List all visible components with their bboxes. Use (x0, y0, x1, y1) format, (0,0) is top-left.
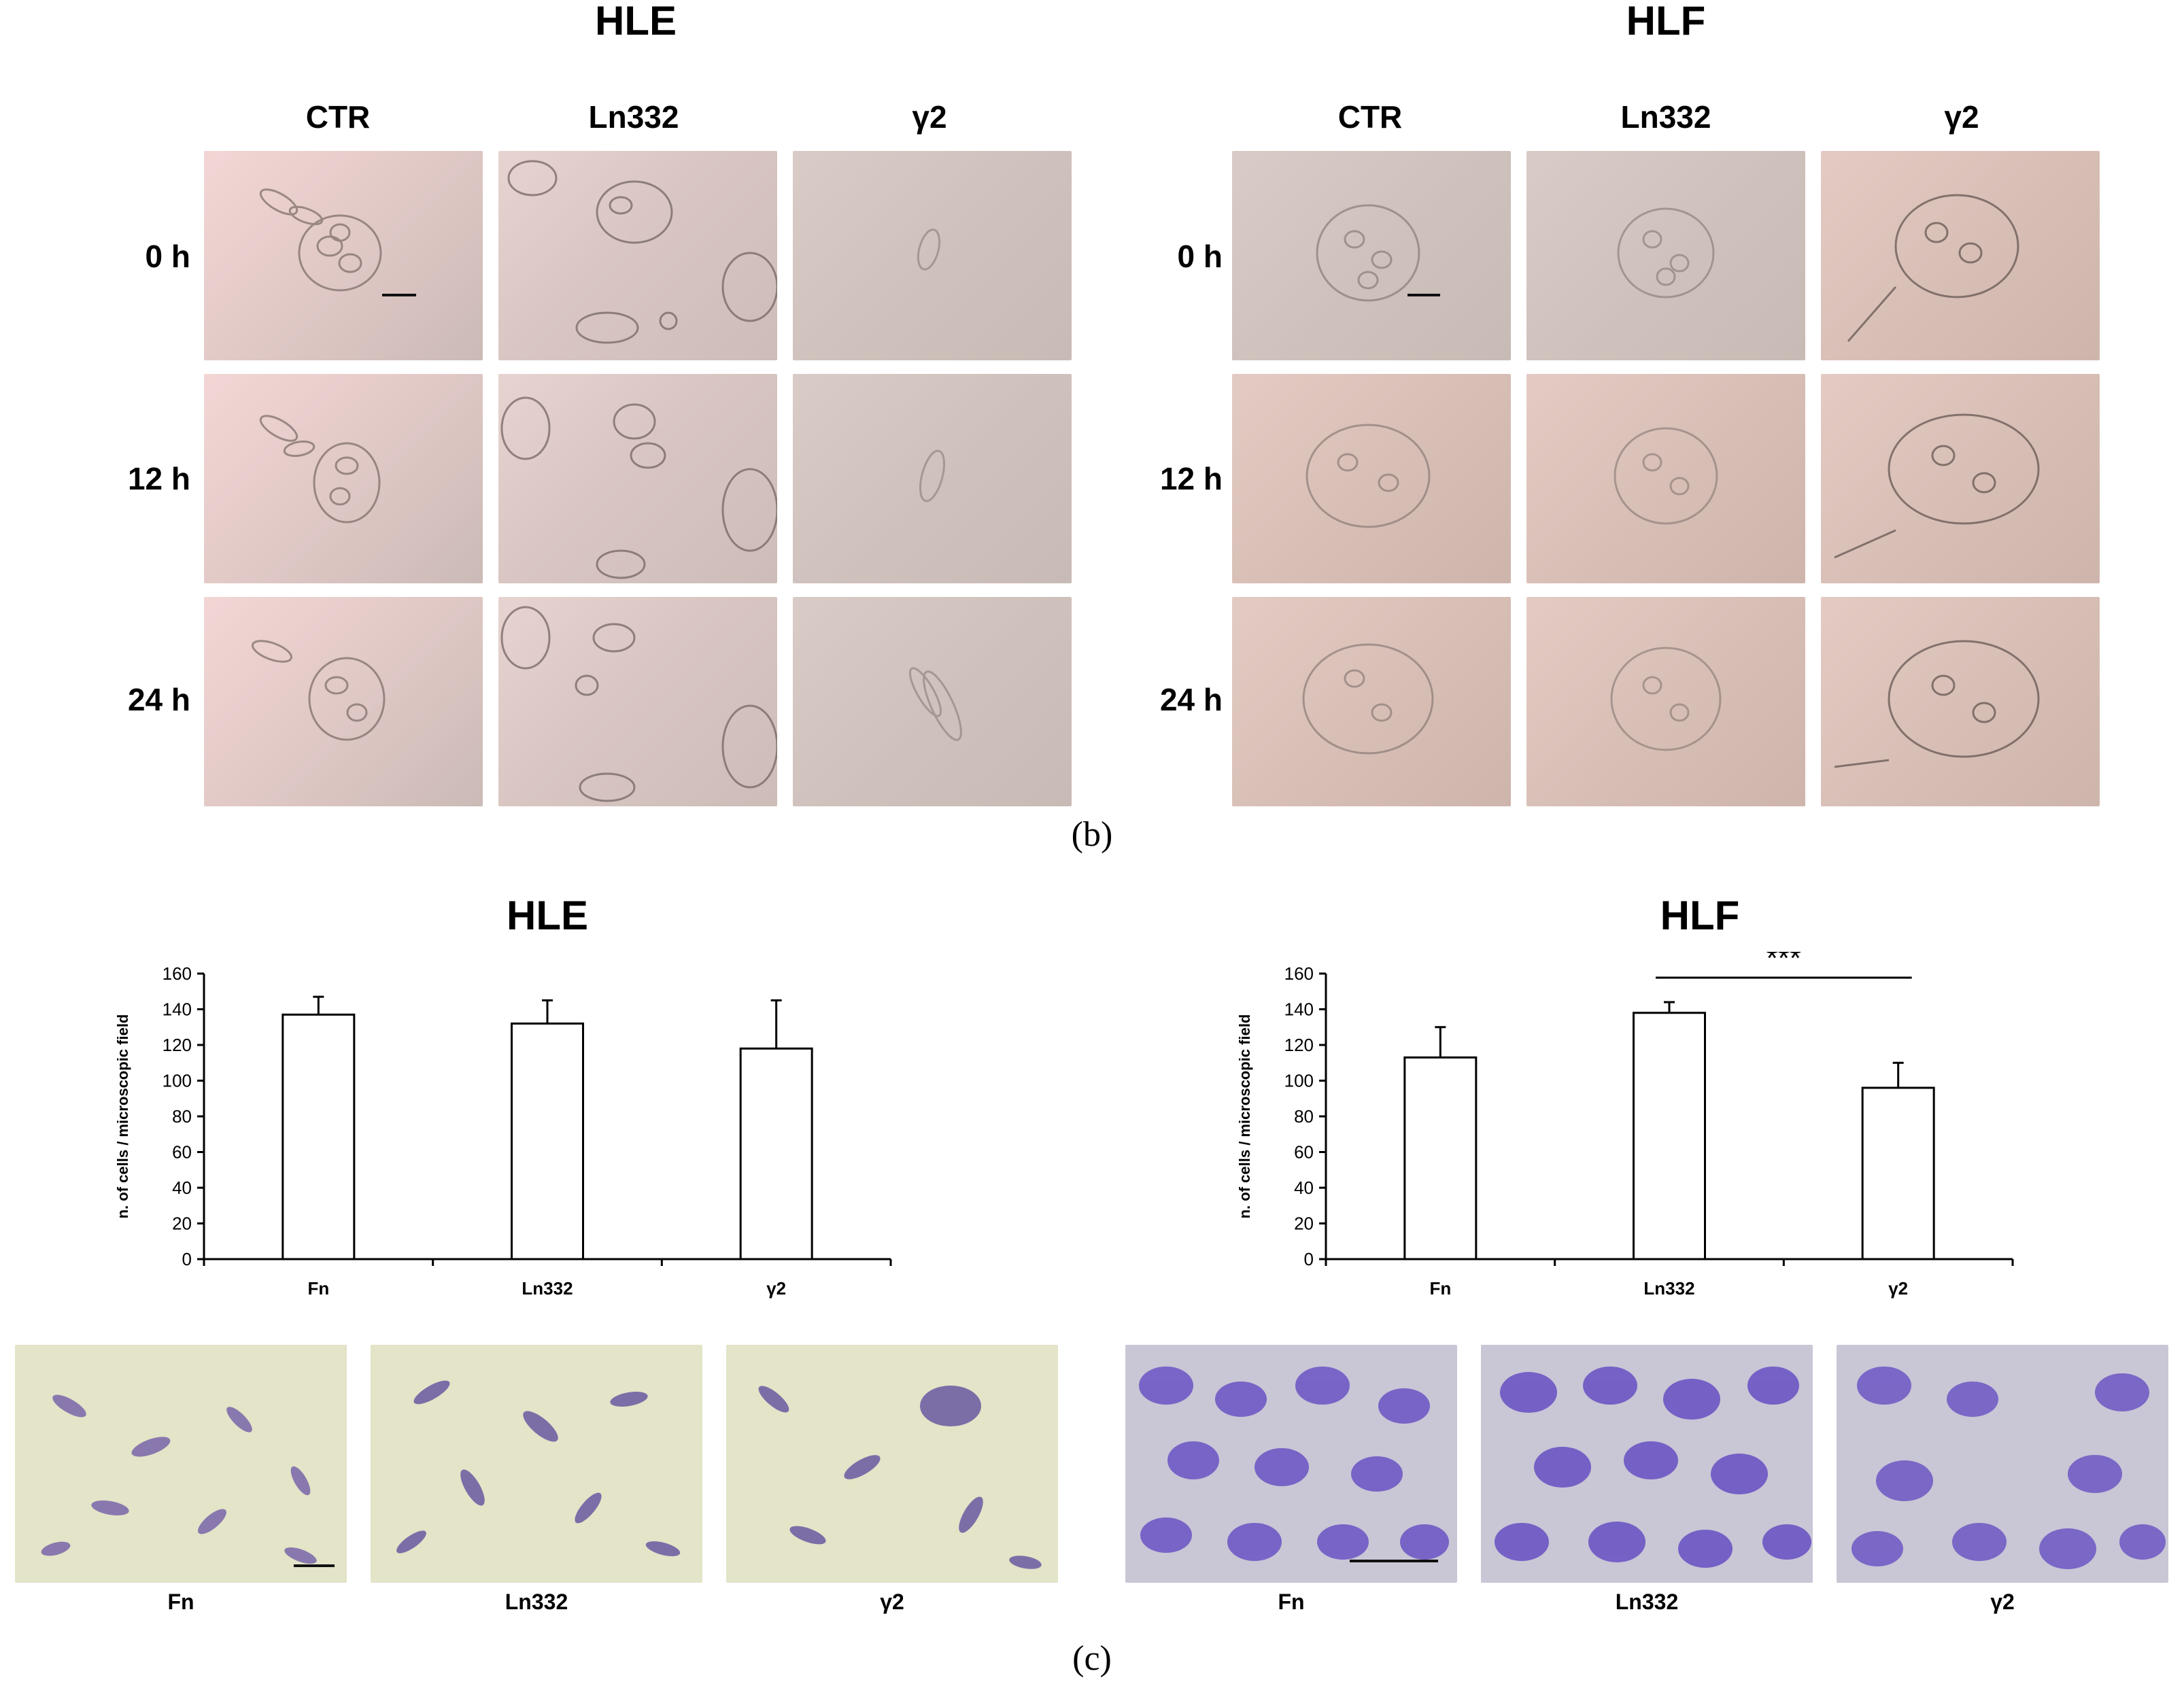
hle-chart-bar-1 (511, 1023, 584, 1260)
hlf-chart-significance-label: *** (1767, 952, 1801, 975)
hle-chart-ytick-label: 60 (172, 1142, 192, 1163)
hlf-ctr-24h-micrograph (1232, 597, 1511, 806)
hlf-ln332-0h-micrograph (1526, 151, 1805, 360)
hle-row-24h: 24 h (127, 682, 190, 717)
hlf-col-ctr: CTR (1337, 99, 1403, 135)
hlf-chart-ytick-label: 60 (1294, 1142, 1314, 1163)
hlf-chart-xtick-label: Ln332 (1643, 1278, 1694, 1299)
hle-fn-stain-micrograph (15, 1345, 347, 1583)
hle-chart-ytick-label: 100 (163, 1071, 192, 1091)
hle-ln332-24h-micrograph (498, 597, 777, 806)
hlf-chart-ytick-label: 100 (1284, 1071, 1314, 1091)
hle-ctr-12h-micrograph (204, 374, 483, 583)
hlf-ln332-caption: Ln332 (1615, 1590, 1679, 1614)
hlf-row-24h: 24 h (1159, 682, 1223, 717)
hle-bar-chart: n. of cells / microscopic field 0 20 40 60 80… (114, 963, 892, 1299)
panel-c-hlf-title: HLF (1660, 893, 1740, 938)
hlf-ctr-0h-micrograph (1232, 151, 1511, 360)
hle-gamma2-24h-micrograph (793, 597, 1072, 806)
hlf-chart-xtick-label: Fn (1429, 1278, 1451, 1299)
hle-ctr-0h-micrograph (204, 151, 483, 360)
panel-b-hlf-title: HLF (1626, 0, 1706, 44)
hlf-ctr-12h-micrograph (1232, 374, 1511, 583)
hle-chart-bar-0 (281, 1013, 356, 1260)
hle-col-ln332: Ln332 (588, 99, 679, 135)
hle-chart-xtick-label: Fn (307, 1278, 329, 1299)
hlf-chart-bar-1 (1633, 1012, 1706, 1260)
hlf-chart-ytick-label: 120 (1284, 1035, 1314, 1055)
hle-ln332-stain-micrograph (371, 1345, 702, 1583)
hle-gamma2-0h-micrograph (793, 151, 1072, 360)
hle-ln332-12h-micrograph (498, 374, 777, 583)
hlf-gamma2-24h-micrograph (1821, 597, 2100, 806)
hlf-chart-bar-2 (1861, 1086, 1935, 1260)
hlf-chart-ytick-label: 160 (1284, 963, 1314, 984)
hlf-chart-bar-0 (1403, 1056, 1478, 1260)
panel-b-hle-title: HLE (595, 0, 677, 44)
hlf-chart-ytick-label: 80 (1294, 1106, 1314, 1127)
hle-chart-xtick-label: γ2 (766, 1278, 786, 1299)
hle-chart-ytick-label: 40 (172, 1178, 192, 1198)
hle-col-gamma2: γ2 (912, 99, 947, 135)
hlf-chart-ytick-label: 0 (1304, 1249, 1314, 1269)
hlf-ln332-stain-micrograph (1481, 1345, 1813, 1583)
hle-row-12h: 12 h (127, 461, 190, 496)
hlf-gamma2-12h-micrograph (1821, 374, 2100, 583)
hle-ctr-24h-micrograph (204, 597, 483, 806)
hlf-row-0h: 0 h (1177, 239, 1223, 274)
hlf-ln332-24h-micrograph (1526, 597, 1805, 806)
hlf-bar-chart: n. of cells / microscopic field 0 20 40 60 80… (1236, 952, 2014, 1299)
hle-fn-caption: Fn (167, 1590, 194, 1614)
hlf-gamma2-0h-micrograph (1821, 151, 2100, 360)
hle-gamma2-caption: γ2 (880, 1590, 904, 1614)
hlf-row-12h: 12 h (1159, 461, 1223, 496)
hle-gamma2-stain-micrograph (726, 1345, 1058, 1583)
hle-ln332-caption: Ln332 (505, 1590, 568, 1614)
hle-row-0h: 0 h (145, 239, 190, 274)
hle-ln332-0h-micrograph (498, 151, 777, 360)
hlf-ln332-12h-micrograph (1526, 374, 1805, 583)
hlf-chart-ylabel: n. of cells / microscopic field (1236, 1014, 1253, 1219)
hlf-chart-xtick-label: γ2 (1888, 1278, 1908, 1299)
hle-chart-bar-2 (739, 1047, 813, 1260)
hlf-fn-caption: Fn (1278, 1590, 1305, 1614)
hlf-gamma2-caption: γ2 (1990, 1590, 2015, 1614)
hle-chart-ylabel: n. of cells / microscopic field (114, 1014, 131, 1219)
hle-chart-ytick-label: 120 (163, 1035, 192, 1055)
hlf-col-gamma2: γ2 (1944, 99, 1979, 135)
hlf-col-ln332: Ln332 (1620, 99, 1711, 135)
hlf-gamma2-stain-micrograph (1837, 1345, 2168, 1583)
hle-chart-ytick-label: 20 (172, 1214, 192, 1234)
hle-chart-ytick-label: 0 (182, 1249, 192, 1269)
hlf-chart-ytick-label: 140 (1284, 999, 1314, 1020)
hlf-chart-ytick-label: 40 (1294, 1178, 1314, 1198)
hle-gamma2-12h-micrograph (793, 374, 1072, 583)
hlf-chart-ytick-label: 20 (1294, 1214, 1314, 1234)
hle-chart-ytick-label: 160 (163, 963, 192, 984)
hlf-fn-stain-micrograph (1125, 1345, 1457, 1583)
panel-c-label: (c) (1072, 1639, 1112, 1678)
hle-chart-ytick-label: 140 (163, 999, 192, 1020)
panel-c-hle-title: HLE (507, 893, 588, 938)
hle-chart-xtick-label: Ln332 (522, 1278, 573, 1299)
panel-b-label: (b) (1071, 815, 1113, 854)
hle-chart-ytick-label: 80 (172, 1106, 192, 1127)
hle-col-ctr: CTR (305, 99, 371, 135)
